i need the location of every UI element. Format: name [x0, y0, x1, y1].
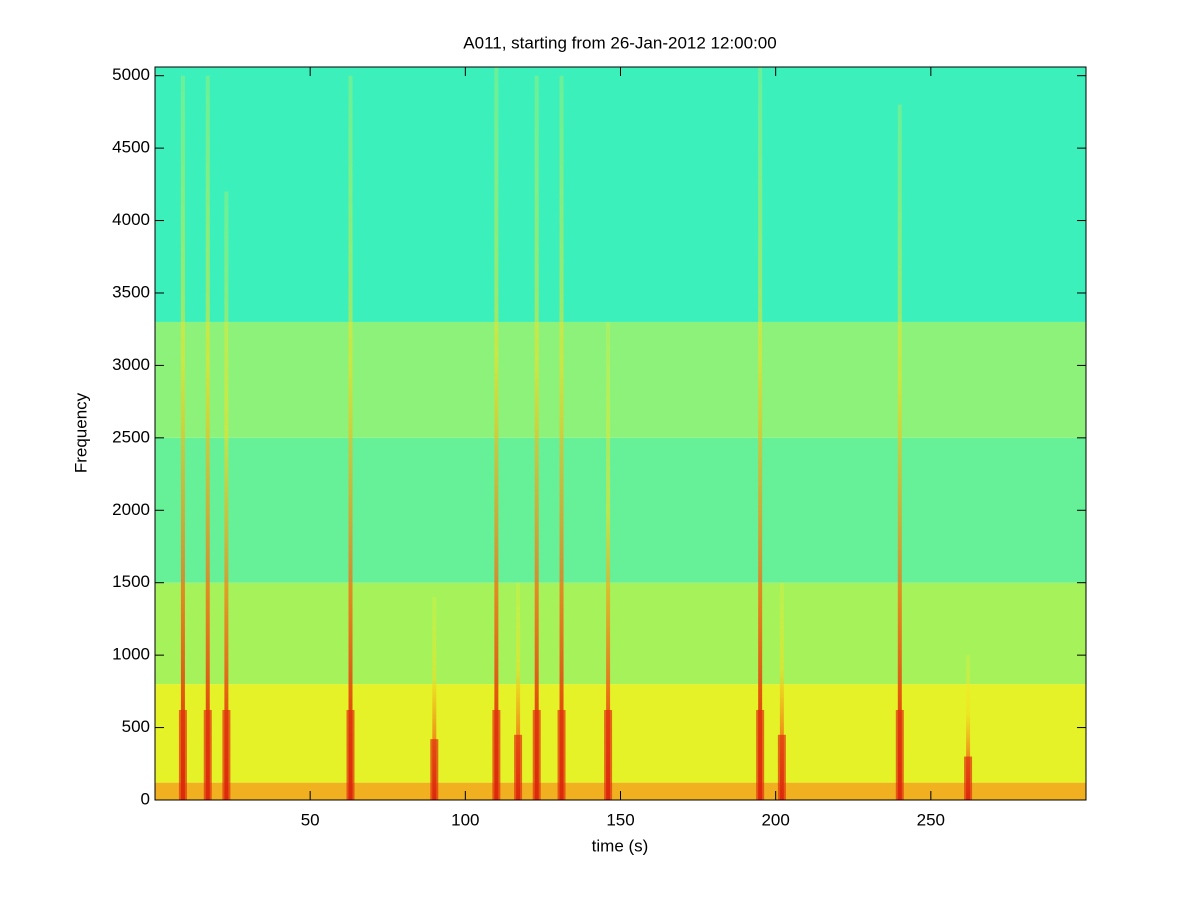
event-streak	[432, 597, 437, 800]
y-tick-label: 2500	[112, 427, 150, 446]
event-streak	[348, 75, 353, 800]
event-streak	[494, 67, 499, 800]
event-streak	[534, 75, 539, 800]
y-tick-label: 2000	[112, 500, 150, 519]
x-tick-label: 250	[917, 810, 945, 829]
event-base	[777, 734, 786, 800]
event-base	[514, 734, 523, 800]
event-base	[222, 710, 231, 800]
x-tick-label: 200	[761, 810, 789, 829]
y-tick-label: 4000	[112, 210, 150, 229]
event-streak	[559, 75, 564, 800]
plot-area	[155, 67, 1086, 800]
x-tick-label: 50	[301, 810, 320, 829]
y-tick-label: 4500	[112, 138, 150, 157]
event-base	[964, 756, 973, 800]
event-base	[557, 710, 566, 800]
frequency-band	[155, 437, 1086, 583]
event-base	[430, 739, 439, 800]
frequency-band	[155, 582, 1086, 685]
event-base	[604, 710, 613, 800]
event-base	[895, 710, 904, 800]
x-tick-label: 150	[606, 810, 634, 829]
event-base	[532, 710, 541, 800]
y-tick-label: 1000	[112, 645, 150, 664]
event-streak	[897, 104, 902, 800]
event-base	[178, 710, 187, 800]
event-base	[756, 710, 765, 800]
event-streak	[606, 321, 611, 800]
y-tick-label: 0	[141, 789, 150, 808]
chart-title: A011, starting from 26-Jan-2012 12:00:00	[463, 33, 776, 52]
event-streak	[180, 75, 185, 800]
event-streak	[224, 191, 229, 800]
y-axis-label: Frequency	[71, 392, 90, 473]
event-base	[492, 710, 501, 800]
event-streak	[758, 67, 763, 800]
event-streak	[205, 75, 210, 800]
event-streak	[966, 655, 971, 800]
event-base	[203, 710, 212, 800]
x-tick-label: 100	[451, 810, 479, 829]
y-tick-label: 5000	[112, 65, 150, 84]
y-tick-label: 1500	[112, 572, 150, 591]
event-streak	[516, 582, 521, 800]
y-tick-label: 3000	[112, 355, 150, 374]
frequency-band	[155, 321, 1086, 438]
x-axis-label: time (s)	[592, 836, 649, 855]
event-streak	[779, 582, 784, 800]
y-tick-label: 3500	[112, 282, 150, 301]
event-base	[346, 710, 355, 800]
frequency-band	[155, 684, 1086, 783]
y-tick-label: 500	[122, 717, 150, 736]
frequency-band	[155, 67, 1086, 322]
